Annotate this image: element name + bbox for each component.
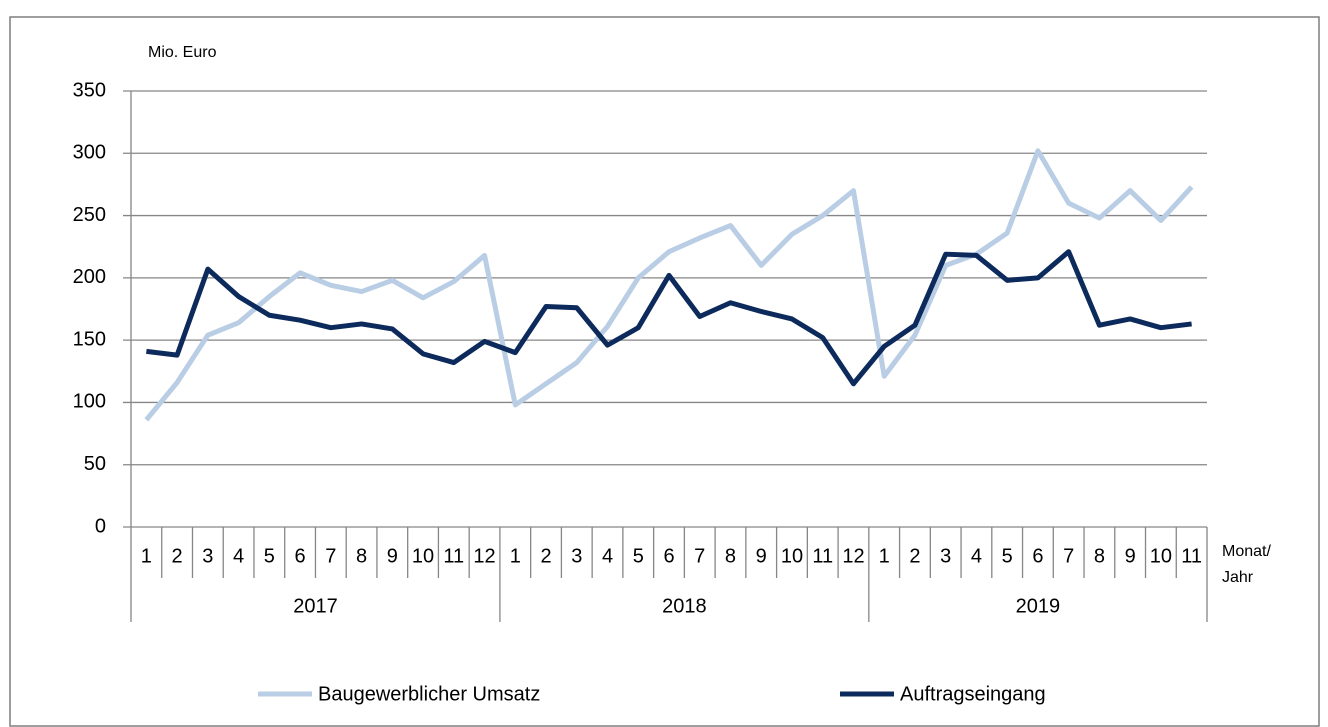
group-label: 2019 [1016, 595, 1061, 617]
y-tick-label: 250 [73, 204, 106, 226]
x-tick-label: 3 [940, 545, 951, 567]
x-tick-label: 10 [412, 545, 434, 567]
x-tick-label: 7 [1063, 545, 1074, 567]
x-tick-label: 8 [356, 545, 367, 567]
x-tick-label: 6 [663, 545, 674, 567]
y-tick-label: 200 [73, 266, 106, 288]
legend-label: Auftragseingang [900, 683, 1046, 705]
x-tick-label: 11 [1181, 545, 1202, 567]
x-tick-label: 1 [510, 545, 521, 567]
y-tick-label: 50 [84, 453, 106, 475]
x-tick-label: 11 [443, 545, 464, 567]
x-tick-label: 4 [233, 545, 244, 567]
x-tick-label: 1 [879, 545, 890, 567]
x-tick-label: 2 [540, 545, 551, 567]
x-tick-label: 11 [812, 545, 833, 567]
x-tick-label: 9 [756, 545, 767, 567]
x-tick-label: 2 [909, 545, 920, 567]
x-tick-label: 9 [387, 545, 398, 567]
x-tick-label: 8 [1094, 545, 1105, 567]
x-tick-label: 6 [1032, 545, 1043, 567]
y-tick-label: 100 [73, 391, 106, 413]
x-tick-label: 10 [1150, 545, 1172, 567]
group-label: 2018 [662, 595, 707, 617]
chart-border [9, 16, 1320, 727]
group-label: 2017 [293, 595, 338, 617]
x-tick-label: 12 [473, 545, 495, 567]
x-tick-label: 5 [1002, 545, 1013, 567]
legend-label: Baugewerblicher Umsatz [318, 683, 540, 705]
x-tick-label: 1 [141, 545, 152, 567]
x-tick-label: 5 [264, 545, 275, 567]
x-tick-label: 2 [172, 545, 183, 567]
x-tick-label: 12 [842, 545, 864, 567]
x-tick-label: 9 [1125, 545, 1136, 567]
x-tick-label: 3 [202, 545, 213, 567]
x-tick-label: 7 [325, 545, 336, 567]
series-line [144, 148, 1194, 422]
x-tick-label: 6 [295, 545, 306, 567]
x-tick-label: 4 [602, 545, 613, 567]
y-tick-label: 300 [73, 142, 106, 164]
x-tick-label: 3 [571, 545, 582, 567]
x-tick-label: 8 [725, 545, 736, 567]
x-axis-label: Monat/ [1222, 543, 1271, 560]
series-line [146, 249, 1192, 387]
x-tick-label: 5 [633, 545, 644, 567]
y-tick-label: 0 [95, 515, 106, 537]
x-tick-label: 4 [971, 545, 982, 567]
y-tick-label: 350 [73, 79, 106, 101]
x-tick-label: 7 [694, 545, 705, 567]
y-axis-label: Mio. Euro [148, 44, 217, 61]
x-tick-label: 10 [781, 545, 803, 567]
x-axis-label: Jahr [1222, 569, 1254, 586]
y-tick-label: 150 [73, 328, 106, 350]
